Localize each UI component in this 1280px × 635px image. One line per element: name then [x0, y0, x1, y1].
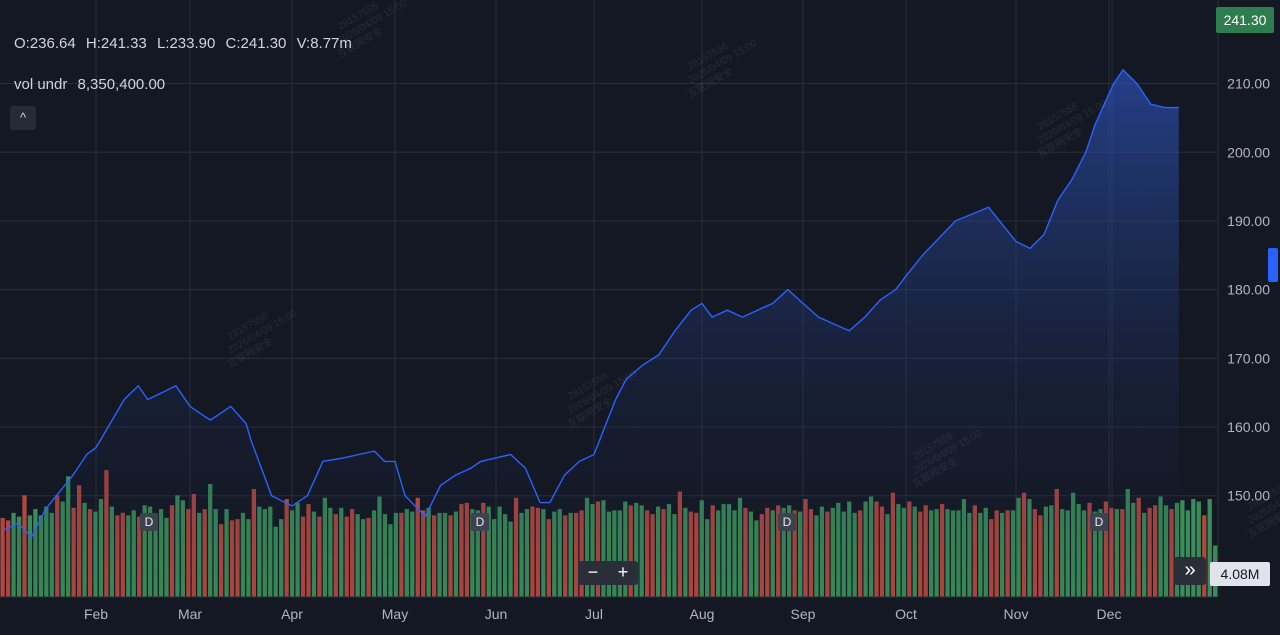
dividend-marker-feb[interactable]: D: [140, 513, 158, 531]
low-value: L:233.90: [156, 35, 216, 52]
price-area: [3, 68, 1179, 598]
volume-bar: [1191, 499, 1196, 597]
y-tick-label: 200.00: [1227, 144, 1270, 160]
y-tick-label: 190.00: [1227, 213, 1270, 229]
x-tick-label: Jun: [485, 606, 508, 622]
double-chevron-right-icon: »: [1184, 559, 1196, 581]
zoom-controls: − +: [578, 561, 638, 585]
ohlcv-legend: O:236.64 H:241.33 L:233.90 C:241.30 V:8.…: [14, 35, 358, 52]
last-price-tag: 241.30: [1216, 7, 1274, 33]
x-tick-label: Sep: [791, 606, 816, 622]
scroll-to-latest-button[interactable]: »: [1174, 557, 1206, 585]
x-tick-label: Nov: [1004, 606, 1029, 622]
close-value: C:241.30: [225, 35, 287, 52]
dividend-marker-may[interactable]: D: [471, 513, 489, 531]
volume-indicator-label: vol undr: [14, 76, 68, 93]
volume-bar: [1207, 499, 1212, 597]
chevron-up-icon: ^: [19, 110, 27, 125]
last-volume-tag: 4.08M: [1210, 562, 1270, 586]
volume-bar: [1202, 515, 1207, 597]
high-value: H:241.33: [85, 35, 147, 52]
y-tick-label: 150.00: [1227, 488, 1270, 504]
dividend-marker-nov[interactable]: D: [1090, 513, 1108, 531]
x-tick-label: May: [382, 606, 408, 622]
open-value: O:236.64: [14, 35, 76, 52]
collapse-legend-button[interactable]: ^: [10, 106, 36, 130]
volume-bar: [1185, 510, 1190, 597]
x-tick-label: Mar: [178, 606, 202, 622]
zoom-in-button[interactable]: +: [617, 562, 629, 582]
volume-bar: [0, 517, 5, 597]
volume-bar: [1180, 500, 1185, 597]
x-tick-label: Aug: [690, 606, 715, 622]
price-area-fill: [4, 69, 1179, 598]
price-scale-bg: [1218, 0, 1280, 635]
price-line: [3, 68, 1179, 539]
price-scale-handle[interactable]: [1268, 248, 1278, 282]
x-tick-label: Oct: [895, 606, 917, 622]
y-tick-label: 170.00: [1227, 350, 1270, 366]
x-tick-label: Jul: [585, 606, 603, 622]
x-tick-label: Apr: [281, 606, 303, 622]
dividend-marker-aug[interactable]: D: [778, 513, 796, 531]
y-tick-label: 160.00: [1227, 419, 1270, 435]
volume-bar: [1196, 501, 1201, 597]
y-tick-label: 180.00: [1227, 282, 1270, 298]
zoom-out-button[interactable]: −: [587, 562, 599, 582]
time-scale-bg: [0, 597, 1280, 635]
x-tick-label: Dec: [1097, 606, 1122, 622]
volume-indicator-legend: vol undr 8,350,400.00: [14, 76, 171, 93]
volume-value: V:8.77m: [296, 35, 352, 52]
volume-indicator-value: 8,350,400.00: [77, 76, 166, 93]
x-tick-label: Feb: [84, 606, 108, 622]
y-tick-label: 210.00: [1227, 76, 1270, 92]
